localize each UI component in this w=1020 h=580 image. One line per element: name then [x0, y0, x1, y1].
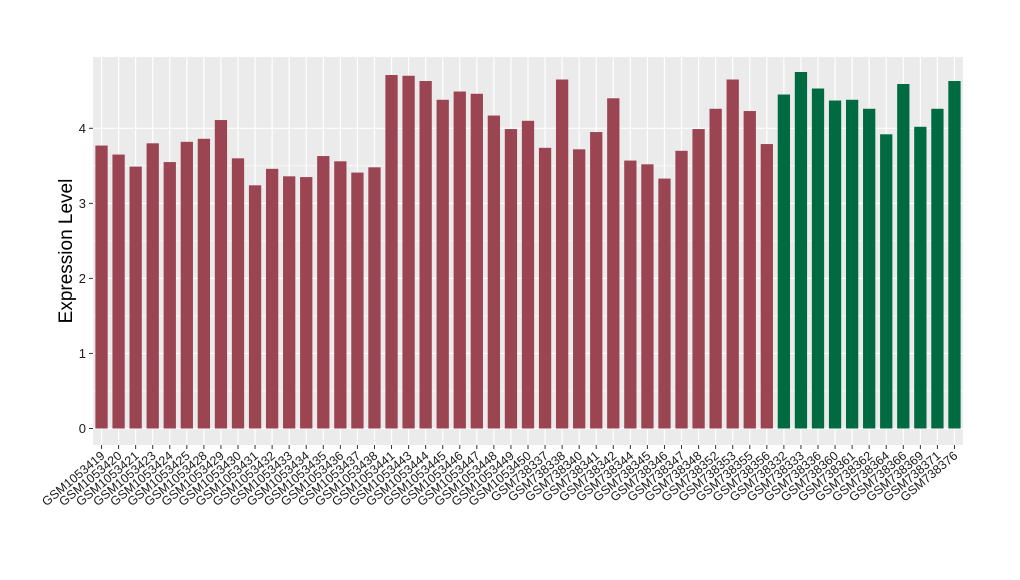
bar-GSM1053420 [112, 154, 125, 429]
bar-GSM738376 [948, 81, 961, 429]
bar-GSM738360 [828, 100, 842, 429]
y-axis: 0 1 2 3 4 [79, 121, 93, 436]
bar-GSM738369 [914, 126, 927, 429]
bar-GSM1053421 [129, 166, 142, 429]
bar-GSM1053443 [402, 75, 415, 429]
bar-GSM738341 [590, 132, 603, 429]
bar-GSM1053434 [300, 177, 313, 429]
bar-GSM1053446 [453, 91, 466, 429]
bar-GSM738342 [607, 98, 620, 429]
bar-GSM1053431 [248, 185, 262, 429]
bar-GSM1053419 [95, 145, 108, 429]
bar-GSM738361 [845, 99, 859, 429]
bar-GSM738353 [726, 79, 739, 429]
bar-GSM738355 [743, 111, 756, 429]
bar-GSM1053438 [368, 167, 381, 429]
bars [95, 72, 961, 429]
bar-GSM1053428 [197, 138, 211, 429]
bar-GSM738356 [760, 144, 773, 429]
y-tick-label: 2 [79, 271, 86, 286]
bar-GSM1053436 [334, 161, 347, 429]
bar-GSM1053435 [317, 156, 330, 429]
bar-GSM738352 [709, 108, 722, 429]
y-tick-label: 4 [79, 121, 86, 136]
bar-GSM1053447 [470, 93, 483, 429]
bar-GSM1053425 [180, 141, 193, 429]
bar-GSM1053424 [163, 162, 176, 429]
bar-GSM1053429 [214, 120, 228, 429]
bar-GSM738336 [811, 88, 825, 429]
bar-GSM1053445 [436, 99, 449, 429]
bar-GSM1053433 [283, 176, 296, 429]
bar-GSM1053441 [385, 75, 398, 429]
bar-GSM1053430 [231, 158, 245, 429]
bar-GSM738345 [641, 164, 654, 429]
bar-GSM1053423 [146, 143, 159, 429]
bar-GSM1053432 [265, 168, 279, 429]
x-axis: GSM1053419GSM1053420GSM1053421GSM1053423… [39, 445, 960, 509]
y-tick-label: 3 [79, 196, 86, 211]
bar-GSM1053444 [419, 81, 432, 429]
bar-GSM738344 [624, 160, 637, 429]
bar-GSM738362 [863, 108, 876, 429]
bar-GSM1053437 [351, 172, 364, 429]
bar-GSM738340 [573, 149, 586, 429]
y-axis-title: Expression Level [56, 179, 77, 324]
bar-GSM1053449 [504, 129, 518, 429]
bar-GSM738332 [777, 94, 791, 429]
bar-GSM738333 [794, 72, 808, 429]
bar-GSM1053448 [487, 115, 501, 429]
bar-GSM738347 [675, 150, 688, 429]
bar-GSM738346 [658, 178, 671, 429]
bar-GSM738366 [897, 84, 910, 429]
y-tick-label: 0 [79, 421, 86, 436]
bar-GSM738338 [555, 79, 569, 429]
bar-GSM1053450 [521, 120, 535, 429]
bar-GSM738348 [692, 129, 705, 429]
y-tick-label: 1 [79, 346, 86, 361]
bar-GSM738364 [880, 134, 893, 429]
bar-GSM738371 [931, 108, 944, 429]
bar-GSM738337 [538, 147, 552, 429]
